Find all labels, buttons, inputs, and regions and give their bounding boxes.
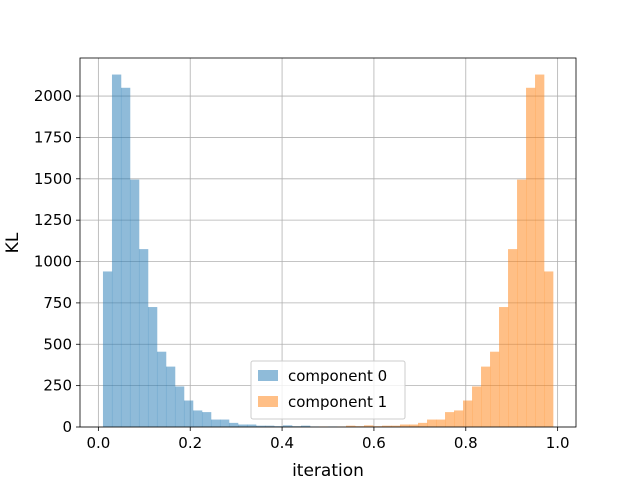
- bar-series-0-bin-0: [103, 271, 112, 427]
- bar-series-0-bin-1: [112, 75, 121, 427]
- y-axis-label: KL: [3, 232, 23, 253]
- bar-series-0-bin-3: [130, 180, 139, 427]
- bar-series-1-bin-44: [499, 307, 508, 427]
- bar-series-1-bin-42: [481, 367, 490, 427]
- legend-label-component-0: component 0: [288, 367, 387, 385]
- x-tick-label: 1.0: [546, 434, 570, 452]
- bar-series-1-bin-48: [535, 75, 544, 427]
- x-tick-label: 0.0: [86, 434, 110, 452]
- x-tick-label: 0.2: [178, 434, 202, 452]
- bar-series-0-bin-6: [157, 352, 166, 427]
- bar-series-0-bin-10: [193, 410, 202, 427]
- bar-series-1-bin-46: [517, 180, 526, 427]
- bar-series-1-bin-40: [463, 401, 472, 427]
- bar-series-0-bin-9: [184, 401, 193, 427]
- bar-series-1-bin-49: [544, 271, 553, 427]
- bar-series-1-bin-38: [445, 412, 454, 427]
- bar-series-0-bin-8: [175, 386, 184, 427]
- bar-series-0-bin-12: [211, 420, 220, 427]
- y-tick-label: 500: [43, 335, 72, 353]
- bar-series-0-bin-13: [220, 420, 229, 427]
- y-tick-label: 2000: [34, 87, 72, 105]
- bar-series-0-bin-11: [202, 412, 211, 427]
- legend-label-component-1: component 1: [288, 393, 387, 411]
- bar-series-1-bin-35: [418, 423, 427, 427]
- bar-series-1-bin-45: [508, 249, 517, 427]
- x-tick-label: 0.4: [270, 434, 294, 452]
- bar-series-1-bin-36: [427, 420, 436, 427]
- y-tick-label: 0: [62, 418, 72, 436]
- bar-series-1-bin-37: [436, 420, 445, 427]
- bar-series-0-bin-2: [121, 88, 130, 427]
- legend-swatch-component-1: [258, 396, 278, 407]
- legend-swatch-component-0: [258, 370, 278, 381]
- bar-series-0-bin-7: [166, 367, 175, 427]
- bar-series-0-bin-4: [139, 249, 148, 427]
- y-tick-label: 1250: [34, 211, 72, 229]
- x-tick-label: 0.8: [454, 434, 478, 452]
- bar-series-1-bin-47: [526, 88, 535, 427]
- y-tick-label: 1750: [34, 128, 72, 146]
- y-tick-label: 750: [43, 294, 72, 312]
- x-axis-label: iteration: [292, 461, 364, 480]
- y-tick-label: 1000: [34, 253, 72, 271]
- bar-series-1-bin-41: [472, 386, 481, 427]
- legend: component 0 component 1: [251, 361, 405, 419]
- y-tick-label: 1500: [34, 170, 72, 188]
- x-axis-ticks: 0.0 0.2 0.4 0.6 0.8 1.0: [86, 427, 569, 452]
- bar-series-0-bin-14: [229, 423, 238, 427]
- bar-series-1-bin-39: [454, 410, 463, 427]
- y-tick-label: 250: [43, 377, 72, 395]
- bar-series-1-bin-43: [490, 352, 499, 427]
- y-axis-ticks: 0 250 500 750 1000 1250 1500 1750 2000: [34, 87, 80, 436]
- bar-series-0-bin-5: [148, 307, 157, 427]
- x-tick-label: 0.6: [362, 434, 386, 452]
